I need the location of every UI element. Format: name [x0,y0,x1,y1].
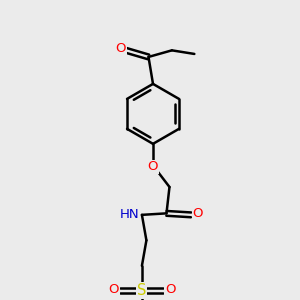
Text: O: O [192,207,203,220]
Text: S: S [137,283,147,298]
Text: O: O [109,283,119,296]
Text: HN: HN [120,208,140,221]
Text: O: O [165,283,175,296]
Text: O: O [148,160,158,173]
Text: O: O [116,42,126,55]
